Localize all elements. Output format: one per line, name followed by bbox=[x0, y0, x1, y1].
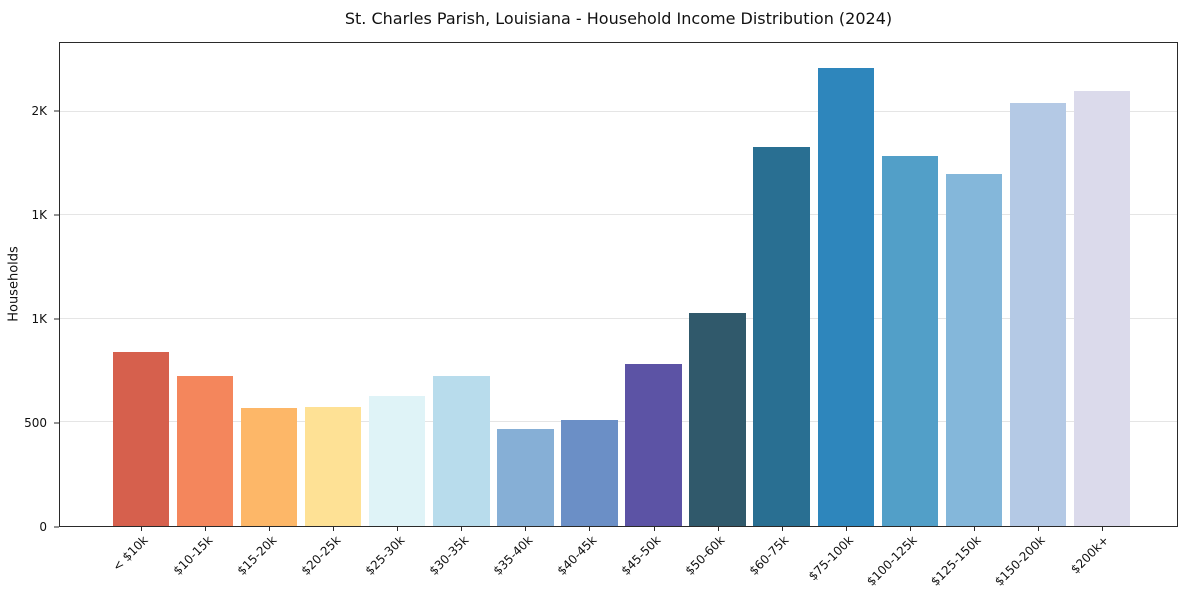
bar-slot: $20-25k bbox=[298, 43, 365, 578]
bar-45-50k bbox=[625, 364, 682, 526]
x-tick-mark bbox=[205, 526, 207, 531]
x-tick-mark bbox=[141, 526, 143, 531]
y-tick-mark bbox=[54, 526, 59, 528]
bar-slot: $25-30k bbox=[362, 43, 429, 578]
x-tick-mark bbox=[461, 526, 463, 531]
y-tick-mark bbox=[54, 110, 59, 112]
x-tick-mark bbox=[909, 526, 911, 531]
y-tick-mark bbox=[54, 422, 59, 424]
bar-slot: $50-60k bbox=[683, 43, 750, 578]
y-tick-mark bbox=[54, 318, 59, 320]
x-tick-mark bbox=[973, 526, 975, 531]
x-tick-mark bbox=[525, 526, 527, 531]
y-tick-label: 2K bbox=[31, 104, 47, 119]
x-tick-mark bbox=[589, 526, 591, 531]
chart-title: St. Charles Parish, Louisiana - Househol… bbox=[344, 9, 893, 28]
gridline bbox=[60, 214, 1177, 216]
x-tick-label: $60-75k bbox=[746, 533, 792, 578]
x-tick-label: $150-200k bbox=[992, 533, 1048, 589]
bar-30-35k bbox=[433, 375, 490, 526]
bar-20-25k bbox=[305, 406, 362, 526]
bar-slot: $10-15k bbox=[170, 43, 237, 578]
x-tick-label: $15-20k bbox=[234, 533, 280, 578]
x-tick-label: $50-60k bbox=[682, 533, 728, 578]
x-tick-mark bbox=[1037, 526, 1039, 531]
x-tick-mark bbox=[269, 526, 271, 531]
x-tick-label: < $10k bbox=[110, 533, 151, 574]
x-tick-mark bbox=[397, 526, 399, 531]
x-tick-mark bbox=[717, 526, 719, 531]
x-tick-label: $30-35k bbox=[426, 533, 472, 578]
bar-10k bbox=[112, 352, 170, 526]
bar-slot: $45-50k bbox=[619, 43, 686, 578]
bar-75-100k bbox=[817, 68, 874, 526]
bar-100-125k bbox=[881, 156, 938, 526]
x-tick-mark bbox=[653, 526, 655, 531]
bar-slot: $35-40k bbox=[490, 43, 557, 578]
x-tick-mark bbox=[845, 526, 847, 531]
x-tick-label: $125-150k bbox=[928, 533, 984, 589]
y-tick-mark bbox=[54, 214, 59, 216]
bar-slot: $150-200k bbox=[992, 43, 1070, 589]
bar-slot: $75-100k bbox=[805, 43, 878, 583]
gridline bbox=[60, 110, 1177, 112]
y-tick-label: 500 bbox=[24, 416, 47, 431]
bar-25-30k bbox=[369, 395, 426, 526]
x-tick-label: $75-100k bbox=[805, 533, 856, 584]
y-tick-label: 1K bbox=[31, 312, 47, 327]
bar-slot: $15-20k bbox=[234, 43, 301, 578]
bar-60-75k bbox=[753, 146, 810, 526]
y-tick-label: 1K bbox=[31, 208, 47, 223]
gridline bbox=[60, 317, 1177, 319]
bar-slot: $30-35k bbox=[426, 43, 493, 578]
bar-40-45k bbox=[561, 420, 618, 526]
x-tick-label: $35-40k bbox=[490, 533, 536, 578]
bar-slot: $100-125k bbox=[864, 43, 942, 589]
bars-container: < $10k $10-15k $15-20k $20-25k $25-30k $30-35… bbox=[109, 43, 1134, 589]
gridlines bbox=[60, 43, 1177, 526]
bar-35-40k bbox=[497, 428, 554, 526]
x-tick-label: $20-25k bbox=[298, 533, 344, 578]
gridline bbox=[60, 421, 1177, 423]
x-tick-label: $25-30k bbox=[362, 533, 408, 578]
bar-slot: < $10k bbox=[109, 43, 173, 574]
x-tick-label: $200k+ bbox=[1068, 533, 1112, 577]
x-tick-label: $10-15k bbox=[170, 533, 215, 578]
x-tick-mark bbox=[781, 526, 783, 531]
y-axis-ticks: 0 500 1K 1K 2K bbox=[0, 42, 59, 534]
bar-150-200k bbox=[1009, 103, 1067, 526]
bar-50-60k bbox=[689, 312, 746, 526]
y-tick-label: 0 bbox=[39, 520, 47, 534]
plot-area: < $10k $10-15k $15-20k $20-25k $25-30k $30-35… bbox=[59, 42, 1178, 589]
bar-10-15k bbox=[176, 375, 234, 526]
x-tick-mark bbox=[1101, 526, 1103, 531]
bar-15-20k bbox=[240, 407, 298, 526]
bar-slot: $200k+ bbox=[1068, 43, 1134, 577]
bar-slot: $60-75k bbox=[747, 43, 814, 578]
x-tick-label: $100-125k bbox=[864, 533, 920, 589]
bar-slot: $40-45k bbox=[555, 43, 621, 578]
x-tick-label: $45-50k bbox=[618, 533, 664, 578]
x-tick-mark bbox=[333, 526, 335, 531]
x-tick-label: $40-45k bbox=[554, 533, 600, 578]
bar-125-150k bbox=[945, 173, 1003, 526]
bar-slot: $125-150k bbox=[928, 43, 1006, 589]
bar-200k bbox=[1073, 91, 1131, 526]
